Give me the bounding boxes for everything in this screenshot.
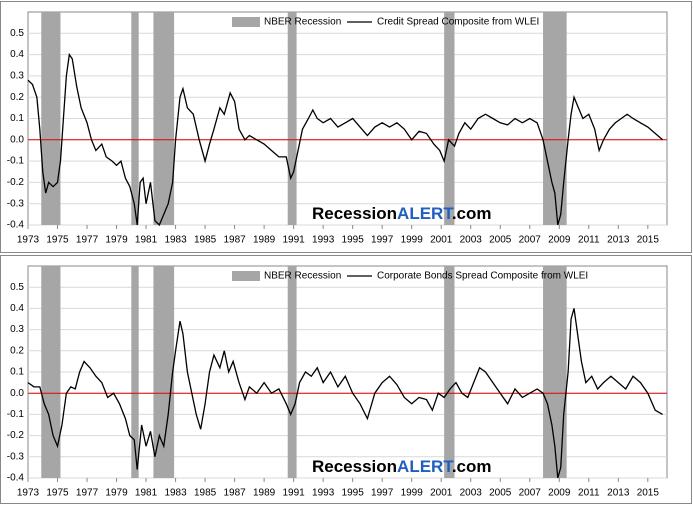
y-tick-label: -0.4 xyxy=(7,473,25,484)
series-line xyxy=(27,52,663,227)
y-tick-label: 0.3 xyxy=(10,324,24,335)
x-tick-label: 1993 xyxy=(312,235,335,246)
recession-bar xyxy=(444,12,455,225)
x-tick-label: 1989 xyxy=(253,235,276,246)
y-tick-label: -0.2 xyxy=(7,430,25,441)
recession-bar xyxy=(131,12,139,225)
x-tick-label: 2013 xyxy=(607,488,630,499)
x-tick-label: 1991 xyxy=(283,235,306,246)
x-tick-label: 2005 xyxy=(489,488,512,499)
x-tick-label: 2005 xyxy=(489,235,512,246)
watermark-part: .com xyxy=(452,457,492,476)
watermark: RecessionALERT.com xyxy=(312,204,492,223)
legend-label: NBER Recession xyxy=(264,271,341,282)
recession-bar xyxy=(41,266,61,478)
y-tick-label: -0.4 xyxy=(7,220,25,231)
y-tick-label: 0.2 xyxy=(10,92,24,103)
x-tick-label: 1973 xyxy=(17,488,40,499)
x-tick-label: 1977 xyxy=(76,235,99,246)
watermark-part: ALERT xyxy=(397,204,454,223)
recession-bar xyxy=(41,12,61,225)
x-tick-label: 1979 xyxy=(105,235,128,246)
x-tick-label: 1983 xyxy=(164,235,187,246)
legend-label: NBER Recession xyxy=(264,17,341,28)
series-line xyxy=(27,308,663,479)
watermark: RecessionALERT.com xyxy=(312,457,492,476)
x-tick-label: 1975 xyxy=(46,235,69,246)
y-tick-label: 0.5 xyxy=(10,28,24,39)
y-tick-label: 0.4 xyxy=(10,49,24,60)
y-tick-label: 0.0 xyxy=(10,134,24,145)
y-tick-label: 0.2 xyxy=(10,345,24,356)
recession-bar xyxy=(153,266,175,478)
x-tick-label: 1999 xyxy=(401,488,424,499)
x-tick-label: 1985 xyxy=(194,235,217,246)
x-tick-label: 2015 xyxy=(637,235,660,246)
y-tick-label: -0.1 xyxy=(7,409,25,420)
x-tick-label: 1997 xyxy=(371,488,394,499)
x-tick-label: 1979 xyxy=(105,488,128,499)
y-tick-label: -0.3 xyxy=(7,198,25,209)
x-tick-label: 1993 xyxy=(312,488,335,499)
y-tick-label: 0.4 xyxy=(10,303,24,314)
x-tick-label: 1987 xyxy=(223,235,246,246)
x-tick-label: 1991 xyxy=(283,488,306,499)
watermark-part: Recession xyxy=(312,457,397,476)
recession-bar xyxy=(287,12,297,225)
y-tick-label: 0.0 xyxy=(10,388,24,399)
x-tick-label: 2001 xyxy=(430,235,453,246)
y-tick-label: -0.3 xyxy=(7,451,25,462)
x-tick-label: 2011 xyxy=(578,488,600,499)
recession-bar xyxy=(131,266,139,478)
recession-bar xyxy=(153,12,175,225)
x-tick-label: 1973 xyxy=(17,235,40,246)
watermark-part: Recession xyxy=(312,204,397,223)
x-tick-label: 2011 xyxy=(578,235,600,246)
watermark-part: .com xyxy=(452,204,492,223)
recession-bar xyxy=(543,12,567,225)
x-tick-label: 1999 xyxy=(401,235,424,246)
y-tick-label: 0.1 xyxy=(10,367,24,378)
y-tick-label: -0.2 xyxy=(7,177,25,188)
x-tick-label: 2007 xyxy=(519,488,542,499)
x-tick-label: 2003 xyxy=(460,235,483,246)
x-tick-label: 2003 xyxy=(460,488,483,499)
y-tick-label: 0.3 xyxy=(10,71,24,82)
legend-label: Credit Spread Composite from WLEI xyxy=(377,17,539,28)
y-tick-label: 0.5 xyxy=(10,282,24,293)
recession-bar xyxy=(444,266,455,478)
x-tick-label: 1977 xyxy=(76,488,99,499)
legend-label: Corporate Bonds Spread Composite from WL… xyxy=(377,271,588,282)
y-tick-label: -0.1 xyxy=(7,156,25,167)
x-tick-label: 1995 xyxy=(342,235,365,246)
x-tick-label: 1989 xyxy=(253,488,276,499)
x-tick-label: 2001 xyxy=(430,488,453,499)
watermark-part: ALERT xyxy=(397,457,454,476)
x-tick-label: 2013 xyxy=(607,235,630,246)
x-tick-label: 1983 xyxy=(164,488,187,499)
y-tick-label: 0.1 xyxy=(10,113,24,124)
x-tick-label: 1997 xyxy=(371,235,394,246)
x-tick-label: 2015 xyxy=(637,488,660,499)
legend-swatch xyxy=(232,17,260,27)
recession-bar xyxy=(287,266,297,478)
x-tick-label: 1981 xyxy=(135,488,158,499)
x-tick-label: 1975 xyxy=(46,488,69,499)
x-tick-label: 2009 xyxy=(548,235,571,246)
x-tick-label: 2009 xyxy=(548,488,571,499)
x-tick-label: 1995 xyxy=(342,488,365,499)
x-tick-label: 1985 xyxy=(194,488,217,499)
recession-bar xyxy=(543,266,567,478)
x-tick-label: 1981 xyxy=(135,235,158,246)
x-tick-label: 2007 xyxy=(519,235,542,246)
legend-swatch xyxy=(232,271,260,281)
x-tick-label: 1987 xyxy=(223,488,246,499)
